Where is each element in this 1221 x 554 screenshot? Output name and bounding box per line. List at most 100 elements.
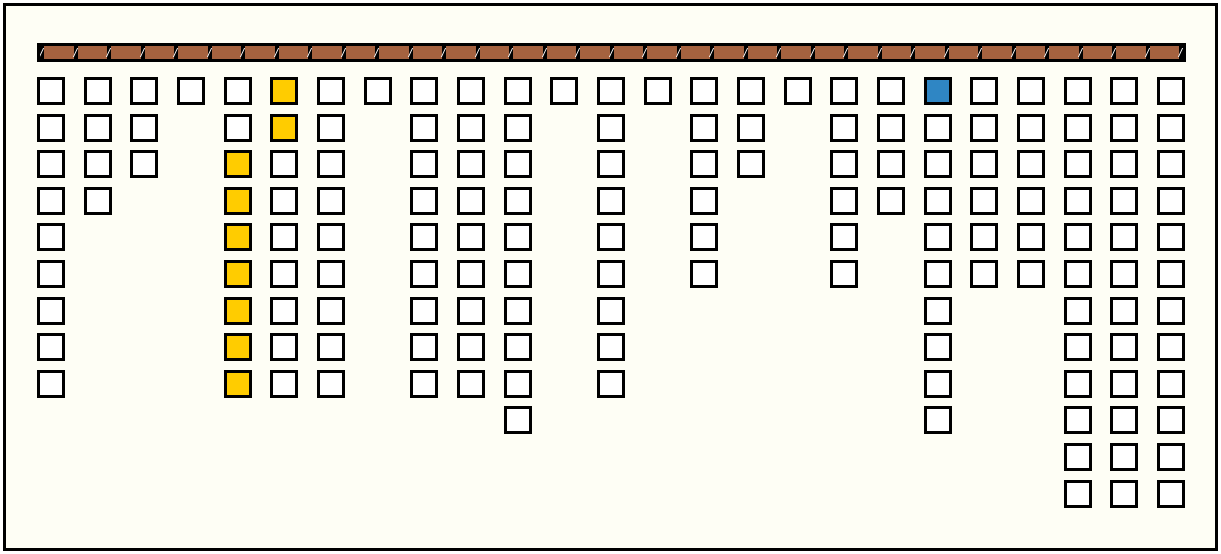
empty-square [597, 150, 626, 179]
bar-segment-divider [408, 46, 413, 59]
empty-square [643, 77, 672, 105]
empty-square [830, 260, 859, 288]
empty-square [270, 369, 299, 398]
empty-square [923, 333, 952, 362]
empty-square [1017, 186, 1046, 215]
empty-square [1110, 296, 1139, 325]
empty-square [1157, 479, 1186, 508]
empty-square [830, 223, 859, 252]
bar-segment-divider [241, 46, 245, 59]
empty-square [410, 260, 439, 288]
bar-segment-divider [509, 46, 513, 59]
empty-square [457, 113, 486, 142]
yellow-square [223, 186, 252, 215]
empty-square [737, 150, 766, 179]
empty-square [923, 296, 952, 325]
empty-square [1063, 406, 1092, 435]
empty-square [1110, 333, 1139, 362]
empty-square [37, 369, 65, 398]
bar-segment-divider [978, 46, 982, 59]
bar-segment-divider [274, 46, 279, 59]
empty-square [1157, 369, 1186, 398]
empty-square [410, 113, 439, 142]
empty-square [1110, 186, 1139, 215]
empty-square [317, 333, 346, 362]
empty-square [690, 113, 719, 142]
bar-segment-divider [542, 46, 547, 59]
bar-segment-divider [1145, 46, 1150, 59]
empty-square [1063, 77, 1092, 105]
empty-square [877, 77, 906, 105]
bar-segment-divider [944, 46, 949, 59]
empty-square [1110, 113, 1139, 142]
empty-square [37, 77, 65, 105]
empty-square [457, 186, 486, 215]
empty-square [737, 77, 766, 105]
bar-segment-divider [341, 46, 346, 59]
empty-square [410, 150, 439, 179]
empty-square [830, 186, 859, 215]
empty-square [877, 113, 906, 142]
bar-segment-divider [107, 46, 111, 59]
bar-segment-divider [442, 46, 446, 59]
empty-square [1157, 113, 1186, 142]
empty-square [923, 223, 952, 252]
empty-square [970, 113, 999, 142]
empty-square [597, 113, 626, 142]
empty-square [37, 260, 65, 288]
empty-square [877, 186, 906, 215]
empty-square [1157, 296, 1186, 325]
empty-square [690, 186, 719, 215]
empty-square [1017, 150, 1046, 179]
empty-square [317, 77, 346, 105]
empty-square [37, 223, 65, 252]
empty-square [457, 150, 486, 179]
empty-square [270, 260, 299, 288]
empty-square [410, 296, 439, 325]
bar-segment-divider [1011, 46, 1016, 59]
empty-square [690, 223, 719, 252]
empty-square [1157, 260, 1186, 288]
empty-square [1110, 479, 1139, 508]
empty-square [83, 113, 112, 142]
bar-segment-divider [911, 46, 915, 59]
empty-square [317, 223, 346, 252]
bar-segment-divider [308, 46, 312, 59]
empty-square [503, 150, 532, 179]
empty-square [1110, 406, 1139, 435]
hanging-bar [37, 43, 1186, 62]
empty-square [37, 333, 65, 362]
empty-square [37, 113, 65, 142]
empty-square [270, 150, 299, 179]
empty-square [970, 77, 999, 105]
empty-square [1063, 369, 1092, 398]
yellow-square [270, 77, 299, 105]
empty-square [923, 260, 952, 288]
empty-square [37, 150, 65, 179]
empty-square [410, 186, 439, 215]
empty-square [1157, 333, 1186, 362]
empty-square [503, 113, 532, 142]
empty-square [410, 77, 439, 105]
empty-square [410, 333, 439, 362]
empty-square [1063, 443, 1092, 471]
empty-square [83, 150, 112, 179]
yellow-square [223, 333, 252, 362]
bar-segment-divider [877, 46, 882, 59]
yellow-square [270, 113, 299, 142]
empty-square [830, 150, 859, 179]
empty-square [1110, 77, 1139, 105]
empty-square [503, 223, 532, 252]
empty-square [597, 77, 626, 105]
empty-square [1157, 150, 1186, 179]
bar-segment-divider [40, 46, 44, 59]
empty-square [503, 260, 532, 288]
empty-square [270, 333, 299, 362]
empty-square [317, 296, 346, 325]
bar-segment-divider [475, 46, 480, 59]
bar-segment-divider [777, 46, 781, 59]
bar-segment-divider [844, 46, 848, 59]
bar-segment-divider [207, 46, 212, 59]
empty-square [970, 186, 999, 215]
empty-square [270, 296, 299, 325]
